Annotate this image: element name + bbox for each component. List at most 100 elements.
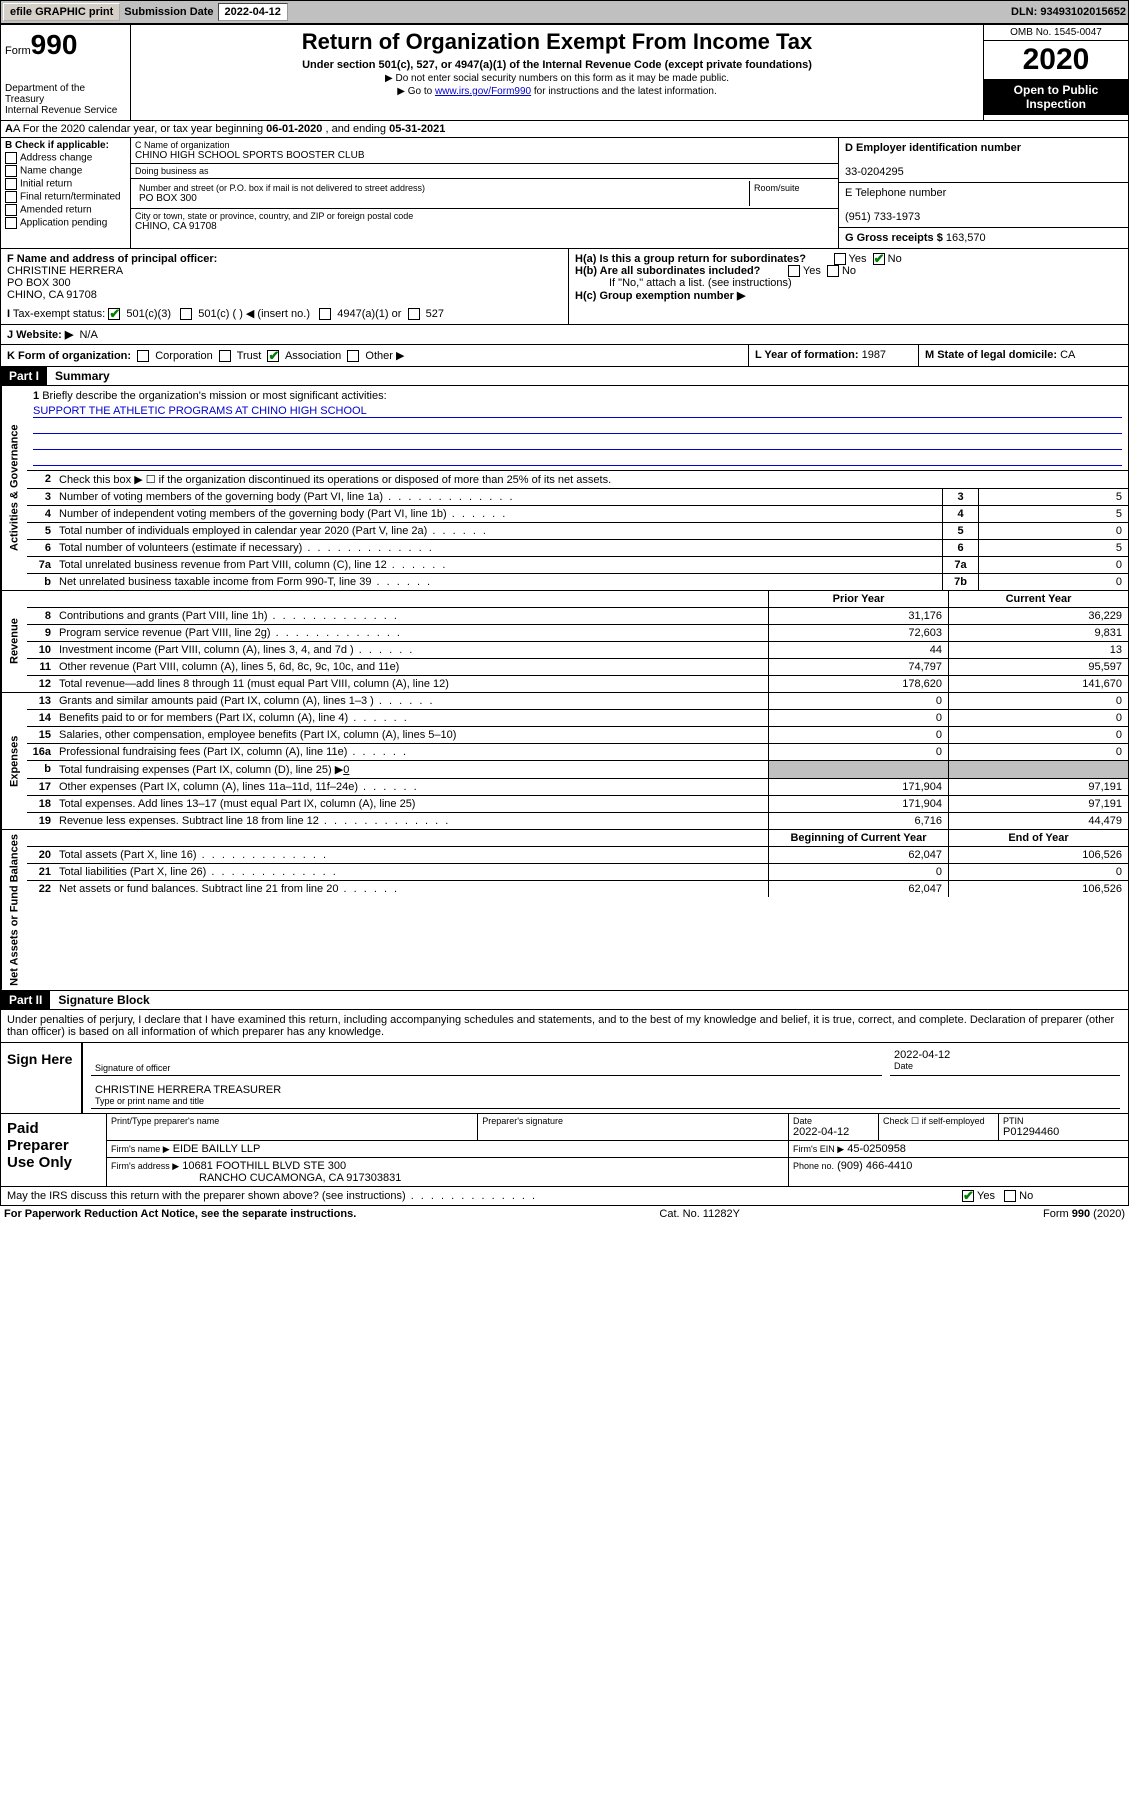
ha-no[interactable] [873,253,885,265]
declaration: Under penalties of perjury, I declare th… [0,1010,1129,1043]
section-expenses: Expenses 13Grants and similar amounts pa… [0,693,1129,830]
cy13: 0 [948,693,1128,709]
chk-address[interactable] [5,152,17,164]
hb-no[interactable] [827,265,839,277]
form-header: Form990 Department of the Treasury Inter… [0,24,1129,121]
page-footer: For Paperwork Reduction Act Notice, see … [0,1206,1129,1222]
dba-label: Doing business as [135,166,834,176]
printed-name-label: Type or print name and title [95,1096,1116,1106]
q21: Total liabilities (Part X, line 26) [55,864,768,880]
q7a: Total unrelated business revenue from Pa… [55,557,942,573]
q14: Benefits paid to or for members (Part IX… [55,710,768,726]
firm-name: EIDE BAILLY LLP [173,1143,261,1155]
py13: 0 [768,693,948,709]
v3: 5 [978,489,1128,505]
chk-app-pending[interactable] [5,217,17,229]
chk-501c3[interactable] [108,308,120,320]
prep-sig-label: Preparer's signature [482,1116,784,1126]
py21: 0 [768,864,948,880]
cy9: 9,831 [948,625,1128,641]
ha-yes[interactable] [834,253,846,265]
efile-button[interactable]: efile GRAPHIC print [3,3,120,21]
open-inspection: Open to PublicInspection [984,79,1128,115]
d-label: D Employer identification number [845,142,1021,154]
cy15: 0 [948,727,1128,743]
discuss-yes[interactable] [962,1190,974,1202]
v4: 5 [978,506,1128,522]
cy17: 97,191 [948,779,1128,795]
firm-phone-label: Phone no. [793,1161,834,1171]
firm-phone: (909) 466-4410 [837,1160,912,1172]
chk-corp[interactable] [137,350,149,362]
block-bcdeg: B Check if applicable: Address change Na… [0,138,1129,249]
py10: 44 [768,642,948,658]
cy20: 106,526 [948,847,1128,863]
paid-preparer: Paid Preparer Use Only Print/Type prepar… [0,1114,1129,1187]
hc-label: H(c) Group exemption number ▶ [575,290,745,302]
tax-year: 2020 [984,41,1128,79]
ptin: P01294460 [1003,1126,1124,1138]
section-revenue: Revenue Prior YearCurrent Year 8Contribu… [0,591,1129,693]
q16b: Total fundraising expenses (Part IX, col… [55,761,768,778]
eoy-hdr: End of Year [948,830,1128,846]
q19: Revenue less expenses. Subtract line 18 … [55,813,768,829]
e-label: E Telephone number [845,187,946,199]
chk-initial[interactable] [5,178,17,190]
py14: 0 [768,710,948,726]
q22: Net assets or fund balances. Subtract li… [55,881,768,897]
q5: Total number of individuals employed in … [55,523,942,539]
paid-preparer-label: Paid Preparer Use Only [1,1114,106,1186]
top-toolbar: efile GRAPHIC print Submission Date 2022… [0,0,1129,24]
hb-yes[interactable] [788,265,800,277]
chk-527[interactable] [408,308,420,320]
irs: Internal Revenue Service [5,105,126,116]
f-label: F Name and address of principal officer: [7,253,217,265]
block-fhi: F Name and address of principal officer:… [0,249,1129,325]
part1-header: Part I [1,367,47,385]
q20: Total assets (Part X, line 16) [55,847,768,863]
chk-trust[interactable] [219,350,231,362]
mission-text: SUPPORT THE ATHLETIC PROGRAMS AT CHINO H… [33,405,1122,418]
q9: Program service revenue (Part VIII, line… [55,625,768,641]
cy10: 13 [948,642,1128,658]
q3: Number of voting members of the governin… [55,489,942,505]
py15: 0 [768,727,948,743]
discuss-no[interactable] [1004,1190,1016,1202]
ein: 33-0204295 [845,166,904,178]
b-label: B Check if applicable: [5,140,109,151]
firm-ein: 45-0250958 [847,1143,906,1155]
section-activities: Activities & Governance 1 Briefly descri… [0,386,1129,591]
gross-receipts: 163,570 [946,232,986,244]
py20: 62,047 [768,847,948,863]
q4: Number of independent voting members of … [55,506,942,522]
form990-link[interactable]: www.irs.gov/Form990 [435,86,531,97]
chk-501c[interactable] [180,308,192,320]
side-netassets: Net Assets or Fund Balances [1,830,27,990]
q16a: Professional fundraising fees (Part IX, … [55,744,768,760]
py17: 171,904 [768,779,948,795]
current-year-hdr: Current Year [948,591,1128,607]
subdate-label: Submission Date [124,6,213,18]
sign-here: Sign Here Signature of officer 2022-04-1… [0,1043,1129,1114]
chk-assoc[interactable] [267,350,279,362]
room-label: Room/suite [754,183,830,193]
chk-other[interactable] [347,350,359,362]
year-formation: 1987 [862,349,886,361]
firm-name-label: Firm's name ▶ [111,1144,170,1154]
cy14: 0 [948,710,1128,726]
chk-amended[interactable] [5,204,17,216]
part2-header: Part II [1,991,50,1009]
g-label: G Gross receipts $ [845,232,943,244]
prep-name-label: Print/Type preparer's name [111,1116,473,1126]
chk-name[interactable] [5,165,17,177]
hb-note: If "No," attach a list. (see instruction… [575,277,1122,289]
chk-final[interactable] [5,191,17,203]
cy16a: 0 [948,744,1128,760]
city-value: CHINO, CA 91708 [135,221,834,232]
state-domicile: CA [1060,349,1075,361]
sign-here-label: Sign Here [1,1043,81,1113]
i-label: Tax-exempt status: [13,308,105,320]
chk-4947[interactable] [319,308,331,320]
subtitle-1: Under section 501(c), 527, or 4947(a)(1)… [135,59,979,71]
section-netassets: Net Assets or Fund Balances Beginning of… [0,830,1129,991]
